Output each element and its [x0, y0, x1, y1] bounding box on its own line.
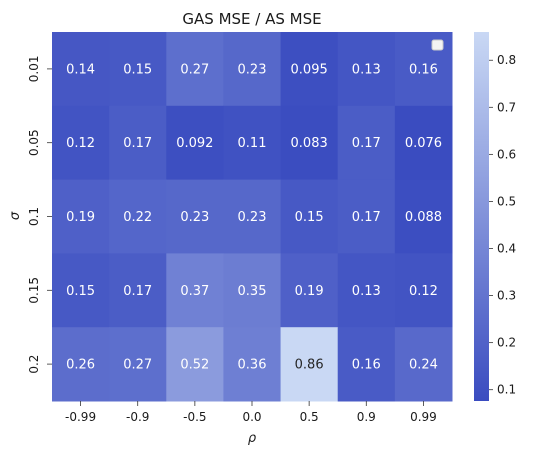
heatmap-cell [337, 105, 396, 181]
cell-value-label: 0.23 [238, 62, 267, 77]
x-tick-label: -0.5 [183, 410, 206, 424]
x-tick-label: 0.0 [242, 410, 261, 424]
heatmap-cell [166, 253, 224, 328]
cell-value-label: 0.24 [409, 358, 438, 373]
heatmap-cell [166, 32, 224, 107]
cell-value-label: 0.15 [123, 62, 152, 77]
heatmap-cell [166, 179, 224, 254]
heatmap-cell [337, 32, 396, 107]
legend-box [431, 39, 444, 51]
cell-value-label: 0.86 [295, 358, 324, 373]
heatmap-cell [223, 327, 282, 402]
cell-value-label: 0.13 [352, 284, 381, 299]
heatmap-cell [52, 179, 110, 254]
cell-value-label: 0.16 [409, 62, 438, 77]
heatmap-cell [109, 105, 167, 181]
colorbar-tick-label: 0.3 [497, 289, 516, 303]
heatmap-cell [52, 253, 110, 328]
heatmap-cell [394, 253, 453, 328]
colorbar-tick-label: 0.7 [497, 100, 516, 114]
y-tick-label: 0.05 [27, 129, 41, 156]
cell-value-label: 0.19 [295, 284, 324, 299]
heatmap-cell [166, 105, 224, 181]
heatmap-cell [394, 105, 453, 181]
y-tick-label: 0.01 [27, 56, 41, 83]
heatmap-cell [109, 253, 167, 328]
heatmap-cell [394, 179, 453, 254]
cell-value-label: 0.27 [180, 62, 209, 77]
cell-value-label: 0.23 [180, 210, 209, 225]
cell-value-label: 0.092 [176, 136, 213, 151]
y-tick-label: 0.15 [27, 277, 41, 304]
colorbar-tick-label: 0.1 [497, 383, 516, 397]
heatmap-cell [52, 32, 110, 107]
cell-value-label: 0.14 [66, 62, 95, 77]
cell-value-label: 0.35 [238, 284, 267, 299]
heatmap-cell [109, 327, 167, 402]
cell-value-label: 0.15 [66, 284, 95, 299]
heatmap-cell [52, 327, 110, 402]
heatmap-cells: 0.14 0.15 0.27 0.23 0.095 0.13 0.16 0.12 0.17 0.0… [52, 32, 453, 402]
cell-value-label: 0.26 [66, 358, 95, 373]
colorbar-tick-label: 0.6 [497, 147, 516, 161]
x-tick-label: -0.99 [65, 410, 96, 424]
cell-value-label: 0.12 [66, 136, 95, 151]
cell-value-label: 0.095 [291, 62, 328, 77]
cell-value-label: 0.16 [352, 358, 381, 373]
heatmap-cell [223, 253, 282, 328]
heatmap-cell [280, 32, 339, 107]
cell-value-label: 0.19 [66, 210, 95, 225]
heatmap-cell [337, 327, 396, 402]
colorbar-tick-label: 0.8 [497, 53, 516, 67]
heatmap-cell [166, 327, 224, 402]
heatmap-cell [52, 105, 110, 181]
colorbar-tick-label: 0.5 [497, 194, 516, 208]
heatmap-cell [280, 327, 339, 402]
cell-value-label: 0.076 [405, 136, 442, 151]
cell-value-label: 0.15 [295, 210, 324, 225]
colorbar-tick-label: 0.4 [497, 242, 516, 256]
cell-value-label: 0.36 [238, 358, 267, 373]
y-axis-ticks: 0.01 0.05 0.1 0.15 0.2 [27, 56, 52, 374]
heatmap-cell [109, 32, 167, 107]
x-tick-label: 0.5 [300, 410, 319, 424]
colorbar-ticks: 0.1 0.2 0.3 0.4 0.5 0.6 0.7 0.8 [489, 53, 516, 397]
cell-value-label: 0.22 [123, 210, 152, 225]
heatmap-cell [223, 105, 282, 181]
x-axis-ticks: -0.99 -0.9 -0.5 0.0 0.5 0.9 0.99 [65, 401, 437, 424]
heatmap-cell [337, 253, 396, 328]
cell-value-label: 0.088 [405, 210, 442, 225]
colorbar [474, 32, 489, 401]
heatmap-cell [280, 179, 339, 254]
heatmap-cell [280, 253, 339, 328]
cell-value-label: 0.27 [123, 358, 152, 373]
heatmap-cell [223, 179, 282, 254]
cell-value-label: 0.083 [291, 136, 328, 151]
cell-value-label: 0.13 [352, 62, 381, 77]
cell-value-label: 0.37 [180, 284, 209, 299]
cell-value-label: 0.17 [123, 284, 152, 299]
chart-title: GAS MSE / AS MSE [182, 10, 321, 28]
heatmap-cell [280, 105, 339, 181]
heatmap-cell [394, 327, 453, 402]
x-tick-label: -0.9 [126, 410, 149, 424]
cell-value-label: 0.17 [352, 210, 381, 225]
y-tick-label: 0.2 [27, 355, 41, 374]
heatmap-cell [223, 32, 282, 107]
heatmap-cell [337, 179, 396, 254]
cell-value-label: 0.17 [123, 136, 152, 151]
y-tick-label: 0.1 [27, 207, 41, 226]
cell-value-label: 0.12 [409, 284, 438, 299]
cell-value-label: 0.11 [238, 136, 267, 151]
colorbar-tick-label: 0.2 [497, 336, 516, 350]
cell-value-label: 0.17 [352, 136, 381, 151]
heatmap-cell [109, 179, 167, 254]
x-axis-label: ρ [248, 431, 257, 446]
x-tick-label: 0.99 [410, 410, 437, 424]
cell-value-label: 0.23 [238, 210, 267, 225]
x-tick-label: 0.9 [357, 410, 376, 424]
cell-value-label: 0.52 [180, 358, 209, 373]
y-axis-label: σ [8, 211, 23, 220]
